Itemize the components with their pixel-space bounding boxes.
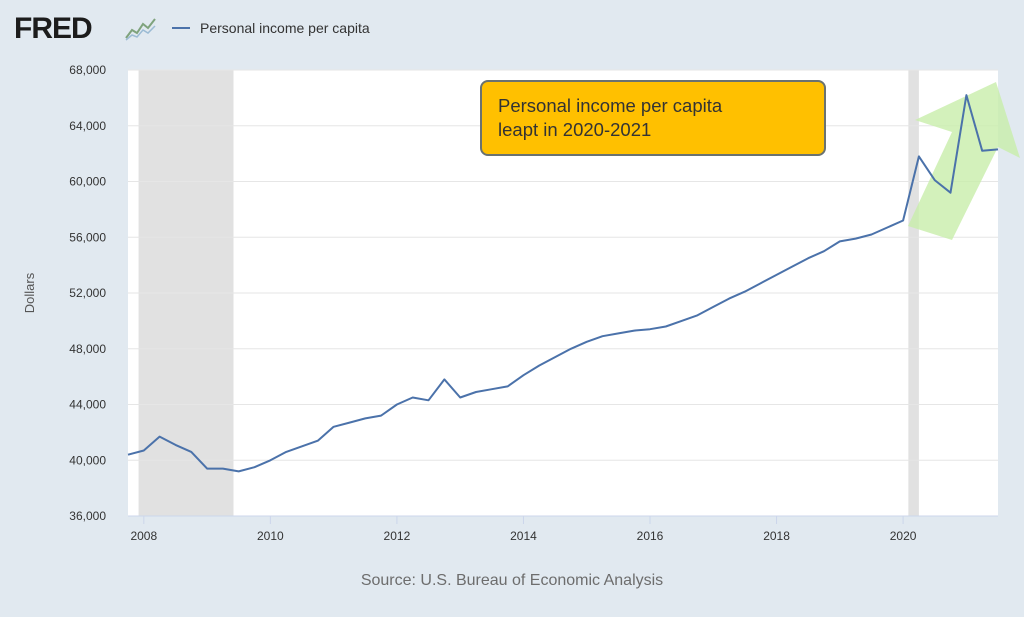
annotation-callout: Personal income per capita leapt in 2020… xyxy=(480,80,826,156)
y-tick-label: 48,000 xyxy=(69,342,106,356)
y-tick-label: 40,000 xyxy=(69,453,106,467)
x-tick-label: 2018 xyxy=(763,529,790,543)
chart-header: FRED Personal income per capita xyxy=(0,0,1024,58)
legend-label[interactable]: Personal income per capita xyxy=(200,20,370,36)
y-tick-label: 56,000 xyxy=(69,230,106,244)
series-layer xyxy=(127,94,999,473)
y-tick-label: 60,000 xyxy=(69,175,106,189)
x-tick-label: 2010 xyxy=(257,529,284,543)
annotation-line-1: Personal income per capita xyxy=(498,95,723,116)
y-tick-label: 64,000 xyxy=(69,119,106,133)
x-axis: 2008 2010 2012 2014 2016 2018 2020 xyxy=(128,515,998,543)
x-tick-label: 2012 xyxy=(384,529,411,543)
series-line xyxy=(127,94,999,473)
fred-logo[interactable]: FRED xyxy=(14,12,93,45)
chart-legend: Personal income per capita xyxy=(172,18,370,38)
y-axis: 36,000 40,000 44,000 48,000 52,000 56,000 60,0… xyxy=(69,63,106,523)
annotation-line-2: leapt in 2020-2021 xyxy=(498,119,652,140)
x-tick-label: 2020 xyxy=(890,529,917,543)
y-tick-label: 36,000 xyxy=(69,509,106,523)
y-tick-label: 68,000 xyxy=(69,63,106,77)
growth-arrow-icon xyxy=(908,82,1020,240)
sparkline-chart-icon xyxy=(125,18,156,41)
source-note: Source: U.S. Bureau of Economic Analysis xyxy=(360,572,664,589)
legend-swatch xyxy=(172,27,190,29)
x-tick-label: 2016 xyxy=(637,529,664,543)
y-tick-label: 52,000 xyxy=(69,286,106,300)
y-axis-title: Dollars xyxy=(22,272,37,313)
x-tick-label: 2014 xyxy=(510,529,537,543)
y-tick-label: 44,000 xyxy=(69,398,106,412)
x-tick-label: 2008 xyxy=(130,529,157,543)
